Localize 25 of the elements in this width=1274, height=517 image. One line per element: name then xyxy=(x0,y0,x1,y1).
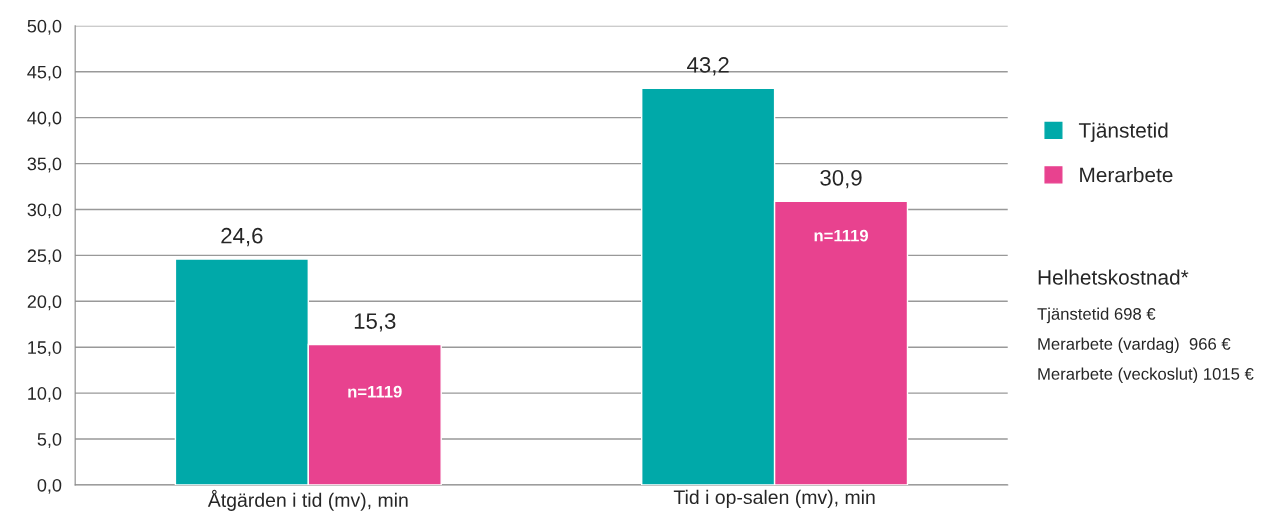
legend-label: Tjänstetid xyxy=(1078,122,1168,142)
x-tick-label: Tid i op-salen (mv), min xyxy=(673,489,875,508)
data-label: 30,9 xyxy=(820,169,862,189)
y-tick-label: 20,0 xyxy=(27,295,62,311)
annotation: n=1119 xyxy=(348,385,402,398)
y-tick-label: 0,0 xyxy=(37,478,62,494)
data-label: 24,6 xyxy=(221,227,263,247)
y-tick-label: 40,0 xyxy=(27,111,62,127)
text: Merarbete (vardag) 966 € xyxy=(1038,337,1231,354)
y-tick-label: 10,0 xyxy=(28,387,62,402)
y-tick-label: 5,0 xyxy=(37,432,62,448)
y-tick-label: 15,0 xyxy=(28,341,62,357)
y-tick-label: 50,0 xyxy=(27,19,62,35)
y-tick-label: 25,0 xyxy=(27,249,62,265)
text: Merarbete (veckoslut) 1015 € xyxy=(1038,367,1254,384)
text: Helhetskostnad* xyxy=(1038,269,1189,285)
y-tick-label: 35,0 xyxy=(27,157,62,173)
annotation: n=1119 xyxy=(814,229,868,242)
data-label: 15,3 xyxy=(354,313,396,332)
legend-label: Merarbete xyxy=(1080,167,1173,183)
data-label: 43,2 xyxy=(687,57,729,76)
y-tick-label: 30,0 xyxy=(27,203,62,219)
text: Tjänstetid 698 € xyxy=(1037,307,1156,324)
y-tick-label: 45,0 xyxy=(27,65,62,81)
x-tick-label: Åtgärden i tid (mv), min xyxy=(207,489,408,511)
